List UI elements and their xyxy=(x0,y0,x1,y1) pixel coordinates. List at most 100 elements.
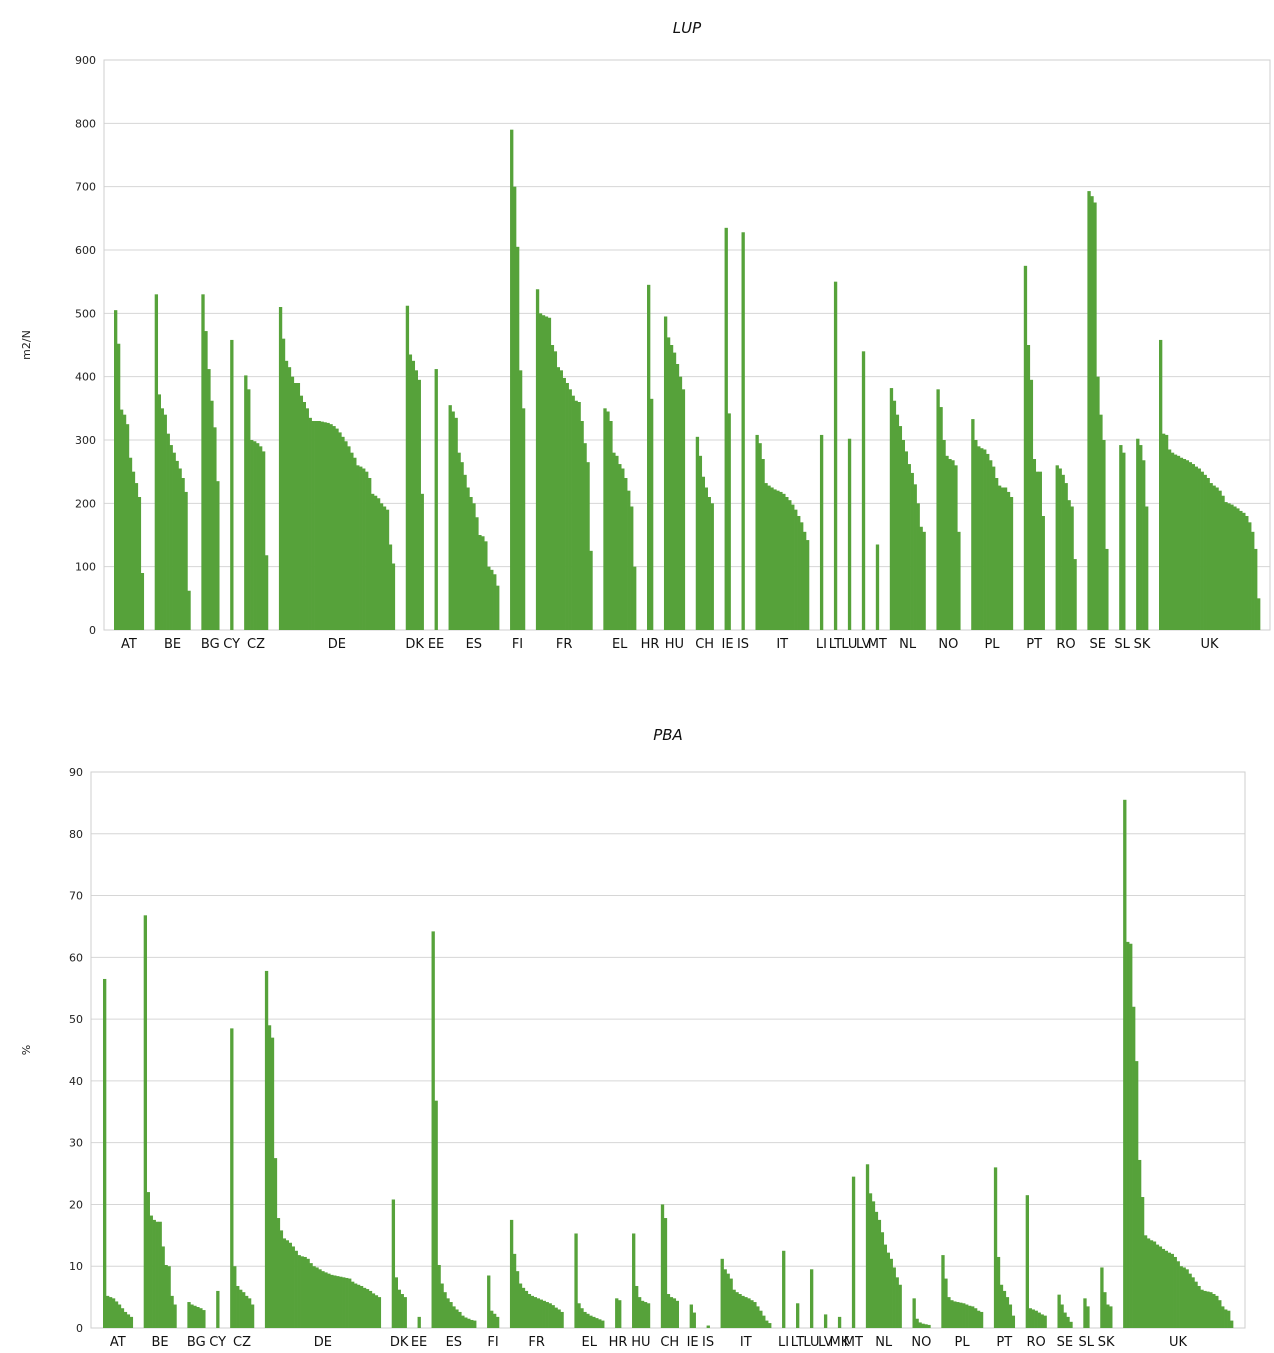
bar-fr xyxy=(577,402,580,630)
bar-pl xyxy=(959,1303,962,1328)
bar-pl xyxy=(941,1255,944,1328)
bar-es xyxy=(469,497,472,630)
bar-pl xyxy=(968,1306,971,1328)
bar-pl xyxy=(974,1308,977,1328)
bar-fi xyxy=(516,247,519,630)
bar-el xyxy=(621,469,624,631)
bar-de xyxy=(295,1251,298,1328)
bar-nl xyxy=(908,464,911,630)
bar-sk xyxy=(1136,439,1139,630)
bar-uk xyxy=(1215,488,1218,631)
bar-be xyxy=(158,394,161,630)
bar-at xyxy=(138,497,141,630)
bar-it xyxy=(747,1298,750,1328)
bar-no xyxy=(957,532,960,630)
bar-se xyxy=(1105,549,1108,630)
category-label: AT xyxy=(121,637,137,652)
bar-nl xyxy=(866,1164,869,1328)
bar-es xyxy=(467,1319,470,1328)
bar-be xyxy=(167,434,170,630)
bar-el xyxy=(633,567,636,630)
category-label: HR xyxy=(641,637,660,652)
bar-uk xyxy=(1257,598,1260,630)
bar-de xyxy=(324,1272,327,1328)
bar-de xyxy=(368,478,371,630)
bar-no xyxy=(915,1319,918,1328)
bar-fr xyxy=(552,1305,555,1328)
bar-ch xyxy=(696,437,699,630)
bar-cz xyxy=(253,441,256,630)
bar-de xyxy=(326,423,329,630)
category-label: CY xyxy=(209,1335,226,1350)
bar-uk xyxy=(1224,1309,1227,1328)
bar-es xyxy=(470,1320,473,1328)
bar-de xyxy=(312,1266,315,1328)
bar-be xyxy=(156,1222,159,1328)
chart-title: PBA xyxy=(653,726,683,744)
bar-es xyxy=(466,488,469,631)
bar-de xyxy=(318,421,321,630)
bar-uk xyxy=(1144,1235,1147,1328)
bar-el xyxy=(580,1308,583,1328)
bar-de xyxy=(363,1288,366,1328)
bar-at xyxy=(109,1297,112,1328)
bar-lt xyxy=(834,282,837,630)
bar-el xyxy=(609,421,612,630)
bar-it xyxy=(721,1259,724,1328)
bar-de xyxy=(335,429,338,630)
bar-pl xyxy=(956,1302,959,1328)
bar-uk xyxy=(1230,1321,1233,1328)
category-label: IS xyxy=(737,637,749,652)
bar-de xyxy=(359,467,362,630)
bar-uk xyxy=(1126,942,1129,1328)
bar-no xyxy=(954,465,957,630)
bar-bg xyxy=(187,1302,190,1328)
bar-se xyxy=(1063,1313,1066,1328)
bar-fr xyxy=(554,1308,557,1328)
bar-pl xyxy=(944,1279,947,1328)
bar-bg xyxy=(199,1308,202,1328)
bar-fr xyxy=(554,351,557,630)
bar-pl xyxy=(1007,492,1010,630)
bar-li xyxy=(782,1251,785,1328)
bar-bg xyxy=(190,1305,193,1328)
bar-uk xyxy=(1254,549,1257,630)
bar-fi xyxy=(496,1317,499,1328)
category-label: ES xyxy=(466,637,482,652)
bar-cz xyxy=(230,1028,233,1328)
bar-uk xyxy=(1251,532,1254,630)
bar-at xyxy=(117,344,120,630)
bar-it xyxy=(750,1300,753,1328)
bar-ch xyxy=(664,1218,667,1328)
bar-de xyxy=(327,1274,330,1328)
pba-chart: PBA% 0 10 20 30 40 50 60 70 80 90 AT BE BG CY CZ DE DK EE E… xyxy=(0,710,1274,1353)
bar-de xyxy=(389,545,392,631)
bar-se xyxy=(1057,1295,1060,1328)
bar-it xyxy=(797,516,800,630)
bar-lv xyxy=(862,351,865,630)
bar-uk xyxy=(1168,450,1171,631)
bar-es xyxy=(473,1321,476,1328)
bar-fr xyxy=(580,421,583,630)
bar-de xyxy=(369,1291,372,1328)
bar-de xyxy=(315,421,318,630)
category-label: AT xyxy=(110,1335,126,1350)
category-label: BE xyxy=(164,637,181,652)
bar-bg xyxy=(193,1306,196,1328)
bar-uk xyxy=(1132,1007,1135,1328)
category-label: PL xyxy=(984,637,1000,652)
bar-pt xyxy=(1039,472,1042,630)
bar-pl xyxy=(971,1306,974,1328)
bar-de xyxy=(339,1277,342,1328)
bar-sk xyxy=(1106,1305,1109,1328)
bar-es xyxy=(443,1292,446,1328)
bar-ch xyxy=(711,503,714,630)
category-label: EE xyxy=(411,1335,427,1350)
y-tick-label: 0 xyxy=(76,1322,83,1335)
bar-hu xyxy=(647,1303,650,1328)
bar-ro xyxy=(1056,465,1059,630)
bar-uk xyxy=(1210,483,1213,630)
bar-dk xyxy=(395,1277,398,1328)
y-tick-label: 700 xyxy=(75,181,96,194)
y-tick-label: 10 xyxy=(69,1260,83,1273)
